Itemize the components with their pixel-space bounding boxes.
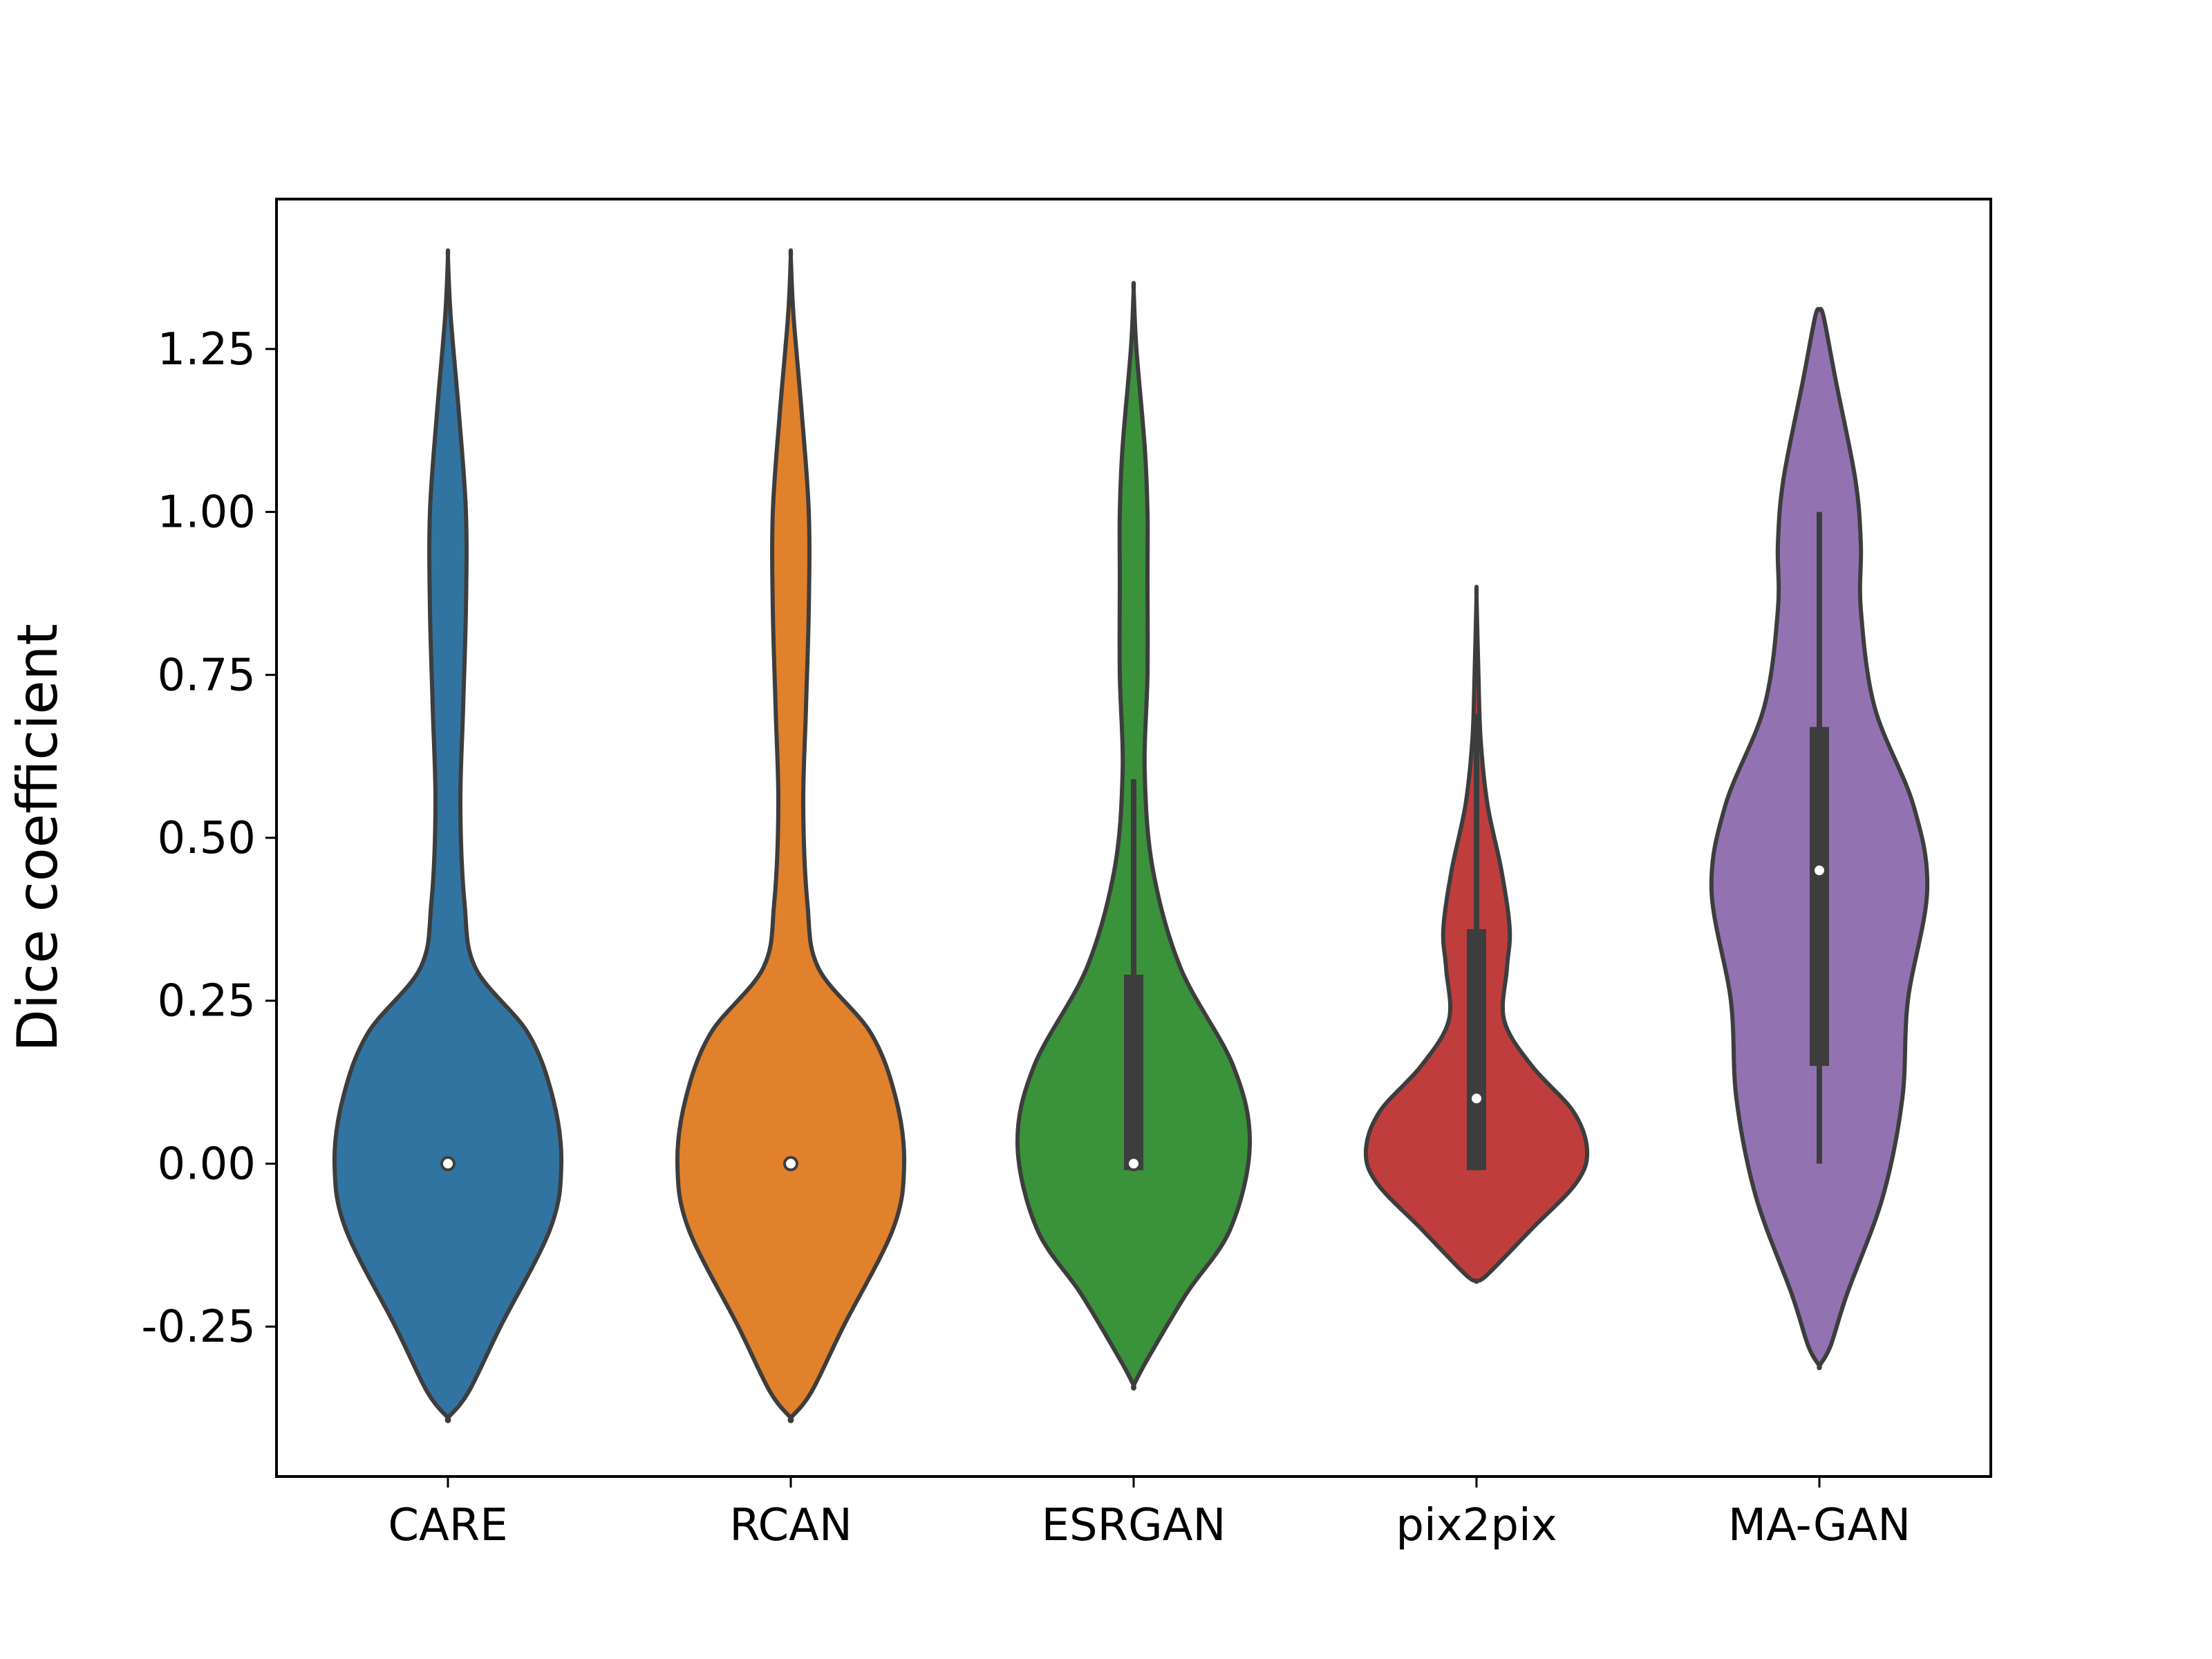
- y-tick-label: 0.50: [158, 813, 256, 864]
- y-tick-label: 0.25: [158, 976, 256, 1027]
- median-marker: [1812, 863, 1827, 879]
- iqr-box: [1467, 929, 1486, 1170]
- x-tick-label: ESRGAN: [1042, 1500, 1226, 1551]
- violin-care: [332, 248, 564, 1423]
- median-marker: [1469, 1091, 1484, 1107]
- iqr-box: [1810, 727, 1829, 1066]
- y-tick-label: -0.25: [141, 1302, 256, 1353]
- y-axis-label: Dice coefficient: [6, 624, 70, 1051]
- median-marker: [1126, 1156, 1141, 1172]
- y-tick-label: 1.25: [158, 324, 256, 375]
- x-axis: CARE RCAN ESRGAN pix2pix MA-GAN: [388, 1477, 1911, 1551]
- x-tick-label: MA-GAN: [1728, 1500, 1911, 1551]
- y-tick-label: 0.75: [158, 650, 256, 701]
- iqr-box: [1124, 975, 1143, 1170]
- median-marker: [783, 1156, 798, 1172]
- violin-rcan: [675, 248, 907, 1423]
- x-tick-label: RCAN: [729, 1500, 852, 1551]
- y-tick-label: 1.00: [158, 487, 256, 538]
- median-marker: [440, 1156, 456, 1172]
- violins-layer: [332, 248, 1930, 1423]
- x-tick-label: CARE: [388, 1500, 507, 1551]
- y-tick-label: 0.00: [158, 1138, 256, 1190]
- x-tick-label: pix2pix: [1396, 1500, 1557, 1551]
- y-axis: -0.25 0.00 0.25 0.50 0.75 1.00 1.25: [141, 324, 276, 1353]
